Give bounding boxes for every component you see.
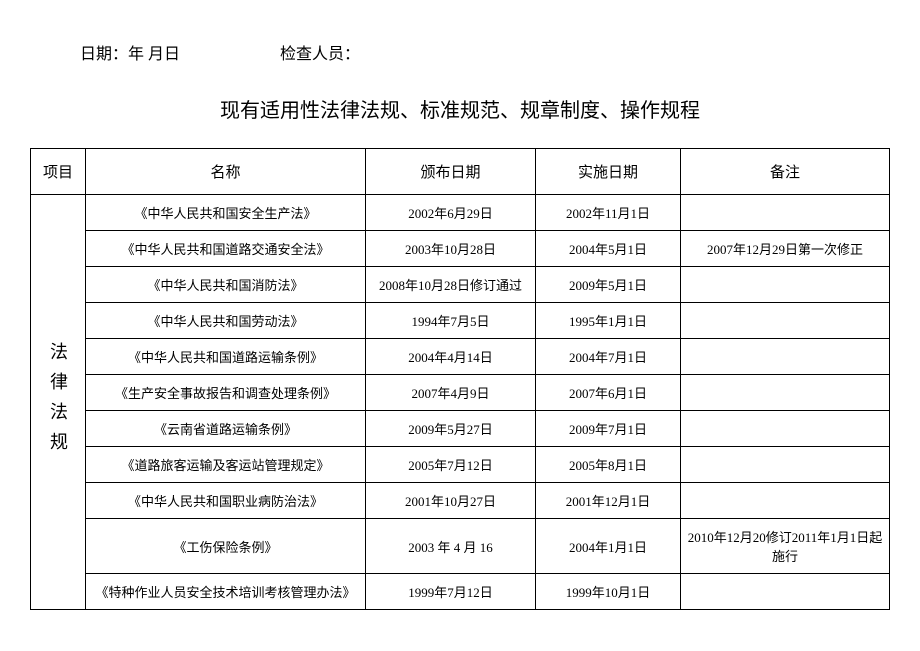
- table-row: 《中华人民共和国道路交通安全法》2003年10月28日2004年5月1日2007…: [31, 231, 890, 267]
- table-row: 《道路旅客运输及客运站管理规定》2005年7月12日2005年8月1日: [31, 447, 890, 483]
- implement-cell: 2004年5月1日: [536, 231, 681, 267]
- implement-cell: 2004年7月1日: [536, 339, 681, 375]
- name-cell: 《中华人民共和国消防法》: [86, 267, 366, 303]
- implement-cell: 2007年6月1日: [536, 375, 681, 411]
- implement-cell: 1999年10月1日: [536, 574, 681, 610]
- table-row: 《工伤保险条例》2003 年 4 月 162004年1月1日2010年12月20…: [31, 519, 890, 574]
- implement-cell: 2005年8月1日: [536, 447, 681, 483]
- name-cell: 《中华人民共和国安全生产法》: [86, 195, 366, 231]
- name-cell: 《中华人民共和国职业病防治法》: [86, 483, 366, 519]
- promulgate-cell: 2009年5月27日: [366, 411, 536, 447]
- table-row: 《生产安全事故报告和调查处理条例》2007年4月9日2007年6月1日: [31, 375, 890, 411]
- name-cell: 《中华人民共和国劳动法》: [86, 303, 366, 339]
- promulgate-cell: 2005年7月12日: [366, 447, 536, 483]
- implement-cell: 2002年11月1日: [536, 195, 681, 231]
- col-header-project: 项目: [31, 149, 86, 195]
- table-row: 《中华人民共和国道路运输条例》2004年4月14日2004年7月1日: [31, 339, 890, 375]
- promulgate-cell: 2007年4月9日: [366, 375, 536, 411]
- header-row: 日期：年 月日 检查人员：: [30, 40, 890, 64]
- remark-cell: [681, 303, 890, 339]
- col-header-implement: 实施日期: [536, 149, 681, 195]
- implement-cell: 2001年12月1日: [536, 483, 681, 519]
- table-row: 《中华人民共和国职业病防治法》2001年10月27日2001年12月1日: [31, 483, 890, 519]
- inspector-label: 检查人员：: [280, 40, 360, 64]
- promulgate-cell: 1999年7月12日: [366, 574, 536, 610]
- remark-cell: [681, 195, 890, 231]
- col-header-name: 名称: [86, 149, 366, 195]
- promulgate-cell: 2004年4月14日: [366, 339, 536, 375]
- table-row: 《特种作业人员安全技术培训考核管理办法》1999年7月12日1999年10月1日: [31, 574, 890, 610]
- name-cell: 《中华人民共和国道路运输条例》: [86, 339, 366, 375]
- promulgate-cell: 1994年7月5日: [366, 303, 536, 339]
- col-header-promulgate: 颁布日期: [366, 149, 536, 195]
- implement-cell: 1995年1月1日: [536, 303, 681, 339]
- implement-cell: 2009年5月1日: [536, 267, 681, 303]
- legal-regulations-table: 项目 名称 颁布日期 实施日期 备注 法律法规《中华人民共和国安全生产法》200…: [30, 148, 890, 610]
- promulgate-cell: 2003年10月28日: [366, 231, 536, 267]
- promulgate-cell: 2001年10月27日: [366, 483, 536, 519]
- remark-cell: [681, 483, 890, 519]
- table-header-row: 项目 名称 颁布日期 实施日期 备注: [31, 149, 890, 195]
- name-cell: 《中华人民共和国道路交通安全法》: [86, 231, 366, 267]
- remark-cell: [681, 267, 890, 303]
- remark-cell: [681, 574, 890, 610]
- remark-cell: 2010年12月20修订2011年1月1日起施行: [681, 519, 890, 574]
- promulgate-cell: 2003 年 4 月 16: [366, 519, 536, 574]
- promulgate-cell: 2002年6月29日: [366, 195, 536, 231]
- name-cell: 《云南省道路运输条例》: [86, 411, 366, 447]
- name-cell: 《特种作业人员安全技术培训考核管理办法》: [86, 574, 366, 610]
- category-cell: 法律法规: [31, 195, 86, 610]
- remark-cell: [681, 375, 890, 411]
- promulgate-cell: 2008年10月28日修订通过: [366, 267, 536, 303]
- table-row: 法律法规《中华人民共和国安全生产法》2002年6月29日2002年11月1日: [31, 195, 890, 231]
- table-row: 《云南省道路运输条例》2009年5月27日2009年7月1日: [31, 411, 890, 447]
- remark-cell: [681, 411, 890, 447]
- remark-cell: 2007年12月29日第一次修正: [681, 231, 890, 267]
- name-cell: 《生产安全事故报告和调查处理条例》: [86, 375, 366, 411]
- name-cell: 《工伤保险条例》: [86, 519, 366, 574]
- implement-cell: 2009年7月1日: [536, 411, 681, 447]
- name-cell: 《道路旅客运输及客运站管理规定》: [86, 447, 366, 483]
- remark-cell: [681, 447, 890, 483]
- date-label: 日期：年 月日: [80, 40, 180, 64]
- page-title: 现有适用性法律法规、标准规范、规章制度、操作规程: [30, 94, 890, 123]
- table-row: 《中华人民共和国劳动法》1994年7月5日1995年1月1日: [31, 303, 890, 339]
- col-header-remark: 备注: [681, 149, 890, 195]
- implement-cell: 2004年1月1日: [536, 519, 681, 574]
- table-row: 《中华人民共和国消防法》2008年10月28日修订通过2009年5月1日: [31, 267, 890, 303]
- remark-cell: [681, 339, 890, 375]
